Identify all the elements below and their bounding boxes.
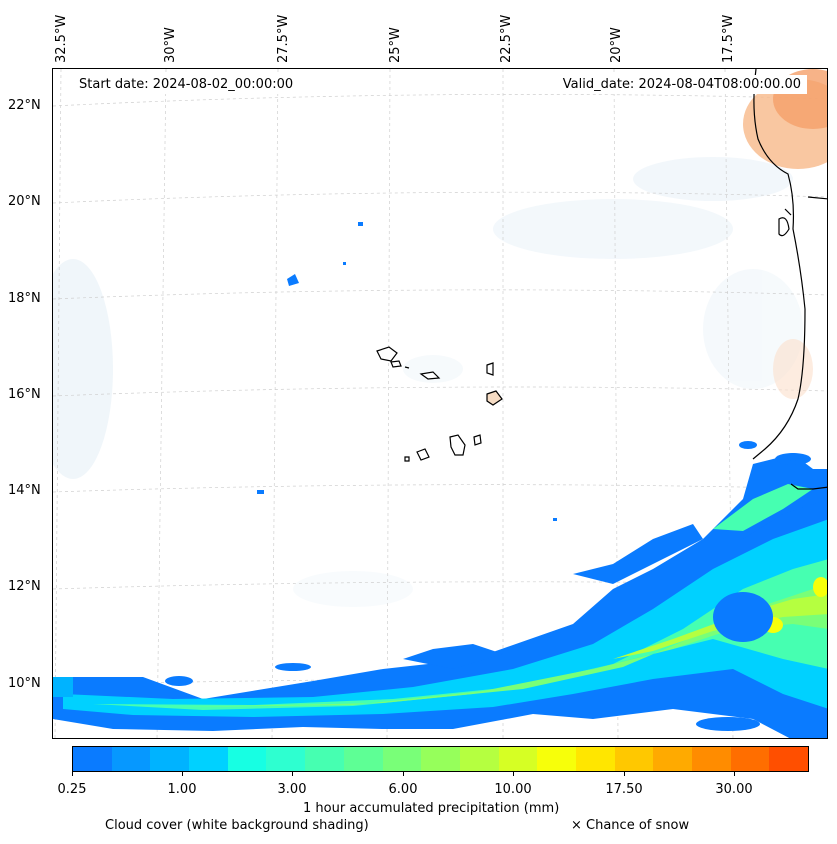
colorbar-swatch: [150, 747, 190, 771]
colorbar-tickmark: [403, 772, 404, 776]
colorbar-tickmark: [292, 772, 293, 776]
snow-legend: × Chance of snow: [571, 818, 690, 833]
start-date-label: Start date: 2024-08-02_00:00:00: [73, 75, 300, 94]
colorbar-swatch: [305, 747, 344, 771]
colorbar-swatch: [73, 747, 112, 771]
colorbar-swatch: [653, 747, 692, 771]
colorbar-tickmark: [513, 772, 514, 776]
colorbar-swatch: [614, 747, 654, 771]
lon-label-30w: 30°W: [163, 27, 178, 63]
lat-label-12n: 12°N: [8, 579, 41, 594]
lat-label-20n: 20°N: [8, 194, 41, 209]
colorbar-tick-0-25: 0.25: [57, 782, 87, 797]
colorbar-tick-10-00: 10.00: [494, 782, 532, 797]
gridlines: [53, 69, 827, 738]
colorbar-tick-17-50: 17.50: [605, 782, 643, 797]
map-canvas: [53, 69, 827, 738]
colorbar-swatch: [421, 747, 460, 771]
lon-label-25w: 25°W: [388, 27, 403, 63]
colorbar-swatch: [498, 747, 538, 771]
colorbar-swatch: [692, 747, 731, 771]
colorbar-swatch: [111, 747, 151, 771]
colorbar-swatch: [343, 747, 383, 771]
lat-label-22n: 22°N: [8, 98, 41, 113]
colorbar-swatch: [769, 747, 809, 771]
map-panel: Start date: 2024-08-02_00:00:00 Valid_da…: [52, 68, 828, 739]
colorbar-swatch: [575, 747, 615, 771]
cloud-cover-legend: Cloud cover (white background shading): [105, 818, 369, 833]
precipitation-band: [53, 453, 827, 738]
lon-label-32-5w: 32.5°W: [54, 14, 69, 63]
coastline: [752, 69, 827, 490]
lat-label-16n: 16°N: [8, 387, 41, 402]
lon-label-20w: 20°W: [609, 27, 624, 63]
colorbar-tickmark: [182, 772, 183, 776]
lat-label-18n: 18°N: [8, 291, 41, 306]
precipitation-colorbar: [72, 746, 809, 772]
colorbar-tickmark: [734, 772, 735, 776]
colorbar-tick-1-00: 1.00: [167, 782, 197, 797]
precipitation-spots: [257, 222, 799, 521]
lon-label-22-5w: 22.5°W: [499, 14, 514, 63]
lon-label-27-5w: 27.5°W: [276, 14, 291, 63]
lat-label-10n: 10°N: [8, 676, 41, 691]
colorbar-swatch: [730, 747, 770, 771]
colorbar-swatch: [227, 747, 267, 771]
colorbar-swatch: [189, 747, 228, 771]
colorbar-swatch: [537, 747, 576, 771]
colorbar-tick-3-00: 3.00: [277, 782, 307, 797]
colorbar-tickmark: [72, 772, 73, 776]
colorbar-swatch: [459, 747, 499, 771]
colorbar-tick-30-00: 30.00: [715, 782, 753, 797]
valid-date-label: Valid_date: 2024-08-04T08:00:00.00: [556, 75, 807, 94]
colorbar-tick-6-00: 6.00: [388, 782, 418, 797]
cape-verde-islands: [376, 346, 503, 462]
colorbar-swatch: [266, 747, 306, 771]
lon-label-17-5w: 17.5°W: [721, 14, 736, 63]
lat-label-14n: 14°N: [8, 483, 41, 498]
colorbar-swatch: [382, 747, 422, 771]
colorbar-tickmark: [624, 772, 625, 776]
colorbar-label: 1 hour accumulated precipitation (mm): [303, 801, 560, 816]
